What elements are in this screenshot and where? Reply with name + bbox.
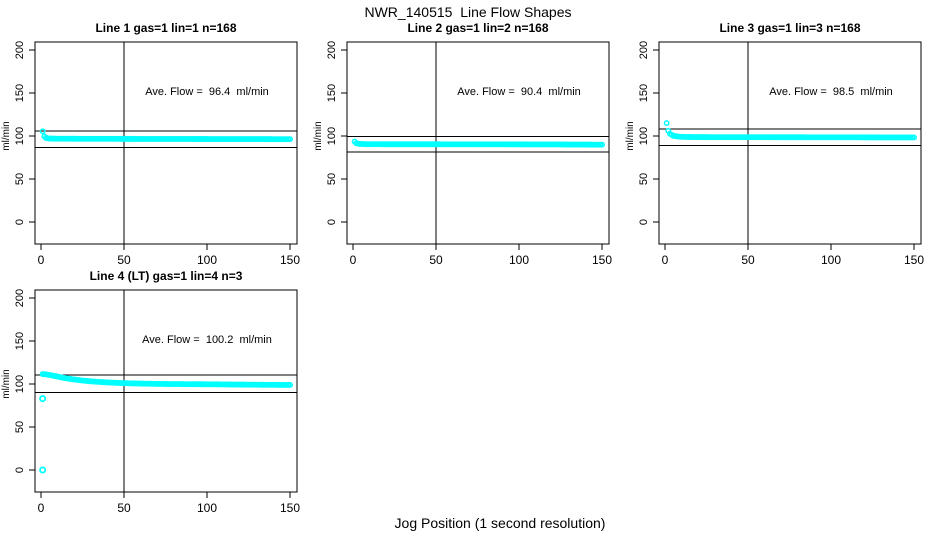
panel-title: Line 3 gas=1 lin=3 n=168 [719,21,861,35]
x-tick-label: 0 [38,501,45,515]
x-tick-label: 50 [741,253,755,267]
x-axis-label: Jog Position (1 second resolution) [394,515,606,531]
y-tick-label: 50 [14,173,26,185]
panel-line-4: Line 4 (LT) gas=1 lin=4 n=3 0 50 100 150 0 50… [0,266,302,518]
ave-flow-annotation: Ave. Flow = 100.2 ml/min [142,334,272,346]
flow-band [39,128,293,143]
x-tick-label: 0 [662,253,669,267]
y-tick-label: 150 [14,332,26,350]
y-tick-label: 50 [14,421,26,433]
flow-band [351,138,605,148]
y-tick-label: 150 [14,84,26,102]
plot-box [346,41,610,245]
ave-flow-annotation: Ave. Flow = 96.4 ml/min [145,86,269,98]
data-point [287,136,293,143]
chart-title: NWR_140515 Line Flow Shapes [364,4,572,20]
x-tick-label: 100 [821,253,841,267]
ave-flow-annotation: Ave. Flow = 90.4 ml/min [457,86,581,98]
y-axis-label: ml/min [313,121,324,150]
plot-area: 0 50 100 150 0 50 100 150 200 ml/min [1,41,300,267]
y-tick-label: 50 [638,173,650,185]
plot-area: 0 50 100 150 0 50 100 150 200 ml/min [1,289,300,515]
y-tick-label: 50 [326,173,338,185]
flow-band [663,120,917,141]
y-tick-label: 200 [14,41,26,59]
plot-box [658,41,922,245]
y-axis-label: ml/min [1,121,12,150]
x-tick-label: 50 [117,253,131,267]
panel-line-2: Line 2 gas=1 lin=2 n=168 0 50 100 150 0 50 100… [312,18,614,270]
plot-area: 0 50 100 150 0 50 100 150 200 ml/min [313,41,612,267]
data-point [599,141,605,148]
panel-title: Line 1 gas=1 lin=1 n=168 [95,21,237,35]
y-tick-label: 200 [326,41,338,59]
data-point [287,381,293,388]
y-tick-label: 100 [14,375,26,393]
x-tick-label: 50 [117,501,131,515]
x-tick-label: 100 [197,253,217,267]
y-tick-label: 100 [14,127,26,145]
flow-band [39,371,293,474]
axes [653,41,922,250]
ave-flow-annotation: Ave. Flow = 98.5 ml/min [769,86,893,98]
axes [29,41,298,250]
panel-line-1: Line 1 gas=1 lin=1 n=168 0 50 100 150 0 50 100… [0,18,302,270]
panel-line-3: Line 3 gas=1 lin=3 n=168 0 50 100 150 0 50 100… [624,18,926,270]
y-tick-label: 150 [638,84,650,102]
data-point [663,120,670,127]
data-point [911,134,917,141]
x-tick-label: 100 [197,501,217,515]
x-tick-label: 0 [38,253,45,267]
y-tick-label: 0 [638,219,650,225]
x-tick-label: 100 [509,253,529,267]
y-tick-label: 100 [326,127,338,145]
x-tick-label: 50 [429,253,443,267]
y-tick-label: 0 [14,219,26,225]
data-point [39,128,46,135]
y-tick-label: 150 [326,84,338,102]
panel-title: Line 2 gas=1 lin=2 n=168 [407,21,549,35]
y-axis-label: ml/min [1,369,12,398]
plot-box [34,289,298,493]
y-axis-label: ml/min [625,121,636,150]
x-tick-label: 150 [280,253,300,267]
y-tick-label: 100 [638,127,650,145]
y-tick-label: 200 [638,41,650,59]
y-tick-label: 200 [14,289,26,307]
plot-box [34,41,298,245]
x-tick-label: 150 [592,253,612,267]
y-tick-label: 0 [14,467,26,473]
x-tick-label: 150 [280,501,300,515]
axes [29,289,298,498]
outlier-point [39,466,47,474]
panel-title: Line 4 (LT) gas=1 lin=4 n=3 [89,269,243,283]
y-tick-label: 0 [326,219,338,225]
plot-area: 0 50 100 150 0 50 100 150 200 ml/min [625,41,924,267]
x-tick-label: 150 [904,253,924,267]
x-tick-label: 0 [350,253,357,267]
outlier-point [39,395,47,403]
